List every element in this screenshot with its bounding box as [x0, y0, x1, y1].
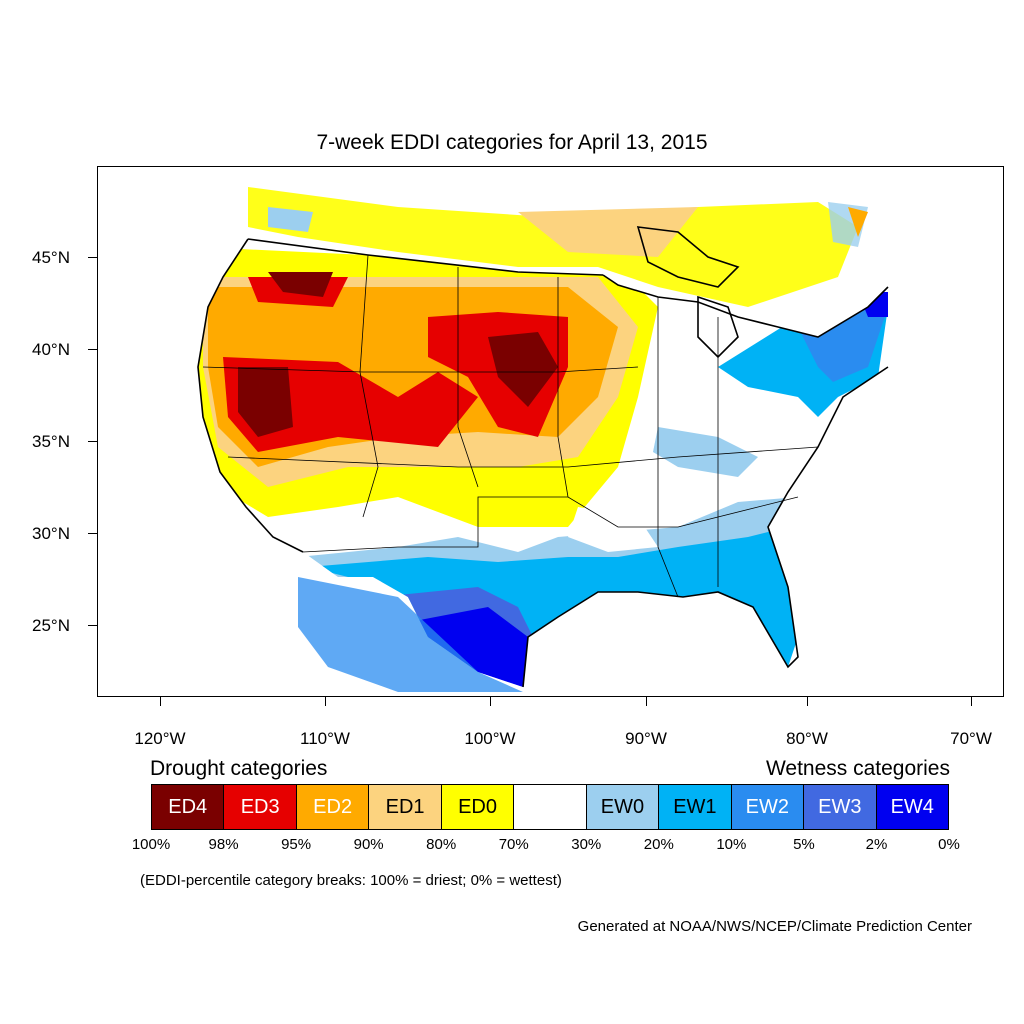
legend-box-neutral [514, 785, 587, 829]
lon-tick-80 [807, 697, 808, 706]
legend-box-ed2: ED2 [296, 785, 370, 829]
legend-break-label: 10% [716, 836, 747, 853]
lon-label-100: 100°W [464, 729, 516, 748]
lat-tick-40 [88, 349, 97, 350]
legend-box-ew4: EW4 [876, 785, 948, 829]
legend-break-label: 2% [865, 836, 888, 853]
legend-break-label: 80% [426, 836, 457, 853]
lon-label-80: 80°W [786, 729, 828, 748]
credit-line: Generated at NOAA/NWS/NCEP/Climate Predi… [577, 918, 972, 935]
lon-label-120: 120°W [134, 729, 186, 748]
lon-tick-100 [490, 697, 491, 706]
legend-box-ew1: EW1 [659, 785, 732, 829]
lat-tick-45 [88, 257, 97, 258]
legend-box-ew0: EW0 [586, 785, 660, 829]
legend-break-label: 70% [498, 836, 529, 853]
map-title: 7-week EDDI categories for April 13, 201… [316, 131, 708, 154]
us-field [198, 239, 888, 687]
lat-label-40: 40°N [32, 340, 70, 359]
legend-box-ed3: ED3 [224, 785, 297, 829]
lon-tick-90 [646, 697, 647, 706]
category-note: (EDDI-percentile category breaks: 100% =… [140, 872, 562, 889]
lat-tick-25 [88, 625, 97, 626]
legend-break-label: 100% [131, 836, 171, 853]
legend-box-ed0: ED0 [441, 785, 515, 829]
lat-label-45: 45°N [32, 248, 70, 267]
lon-tick-110 [325, 697, 326, 706]
legend-break-label: 0% [938, 836, 960, 853]
legend-colorbar: ED4 ED3 ED2 ED1 ED0 EW0 EW1 EW2 EW3 EW4 [151, 784, 949, 830]
lat-label-30: 30°N [32, 524, 70, 543]
legend-break-label: 20% [643, 836, 674, 853]
legend-box-ew2: EW2 [731, 785, 805, 829]
wetness-categories-title: Wetness categories [765, 757, 950, 780]
legend-break-label: 95% [281, 836, 312, 853]
lon-label-110: 110°W [300, 729, 350, 748]
drought-categories-title: Drought categories [150, 757, 328, 780]
lon-label-70: 70°W [950, 729, 992, 748]
lon-label-90: 90°W [625, 729, 667, 748]
legend-box-ed1: ED1 [369, 785, 442, 829]
legend-breaks: 100% 98% 95% 90% 80% 70% 30% 20% 10% 5% 2% 0% [132, 836, 960, 856]
coastlines [197, 226, 889, 688]
legend-box-ew3: EW3 [804, 785, 877, 829]
legend-break-label: 98% [208, 836, 239, 853]
lat-label-25: 25°N [32, 616, 70, 635]
state-borders [202, 254, 819, 598]
legend-break-label: 30% [571, 836, 602, 853]
lat-tick-30 [88, 533, 97, 534]
lat-label-35: 35°N [32, 432, 70, 451]
lat-tick-35 [88, 441, 97, 442]
legend-box-ed4: ED4 [152, 785, 225, 829]
canada-field [248, 187, 868, 307]
legend-break-label: 90% [353, 836, 384, 853]
legend-break-label: 5% [793, 836, 815, 853]
lon-tick-70 [971, 697, 972, 706]
eddi-map [97, 166, 1004, 697]
lon-tick-120 [160, 697, 161, 706]
